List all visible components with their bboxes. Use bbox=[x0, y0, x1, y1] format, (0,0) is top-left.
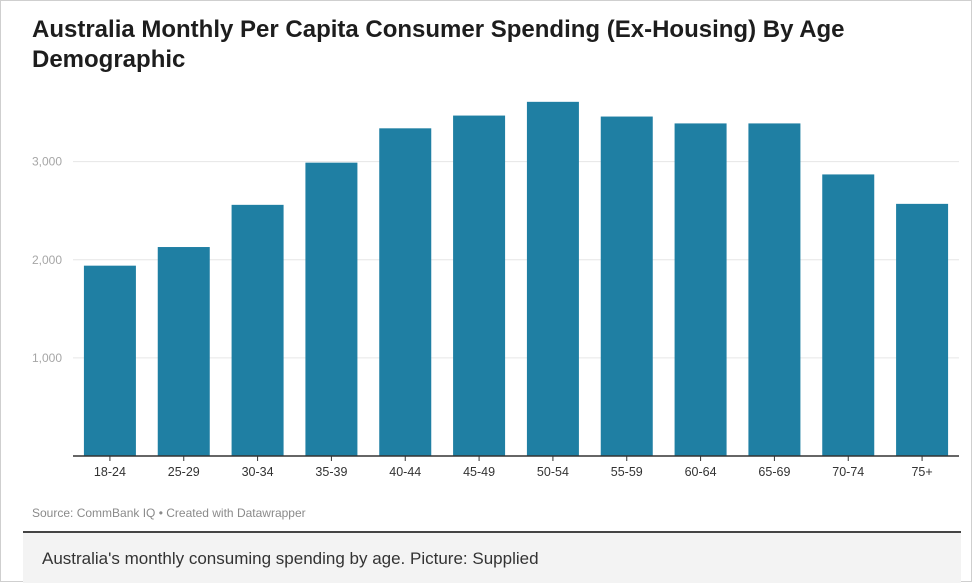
x-tick-label: 65-69 bbox=[758, 465, 790, 479]
bar bbox=[231, 204, 284, 456]
x-tick-label: 45-49 bbox=[463, 465, 495, 479]
x-tick-label: 60-64 bbox=[685, 465, 717, 479]
x-tick-label: 50-54 bbox=[537, 465, 569, 479]
bar bbox=[526, 101, 579, 457]
chart-title: Australia Monthly Per Capita Consumer Sp… bbox=[32, 16, 845, 73]
bar bbox=[379, 128, 432, 456]
axes bbox=[73, 455, 959, 461]
bar bbox=[748, 123, 801, 456]
bar bbox=[600, 116, 653, 456]
x-tick-label: 75+ bbox=[911, 465, 932, 479]
tick-labels: 1,000 2,000 3,000 18-24 25-29 30-34 35-39 40-44… bbox=[32, 155, 933, 479]
x-tick-label: 40-44 bbox=[389, 465, 421, 479]
bar bbox=[157, 247, 210, 456]
x-tick-label: 70-74 bbox=[832, 465, 864, 479]
x-tick-label: 35-39 bbox=[315, 465, 347, 479]
gridlines bbox=[73, 161, 959, 359]
bar bbox=[674, 123, 727, 456]
y-tick-label: 3,000 bbox=[32, 155, 62, 169]
bar bbox=[822, 174, 875, 456]
bar bbox=[305, 162, 358, 457]
x-tick-label: 30-34 bbox=[242, 465, 274, 479]
source-note: Source: CommBank IQ • Created with Dataw… bbox=[32, 506, 306, 520]
image-caption: Australia's monthly consuming spending b… bbox=[42, 549, 539, 568]
x-tick-label: 25-29 bbox=[168, 465, 200, 479]
bar bbox=[896, 203, 949, 456]
x-tick-label: 55-59 bbox=[611, 465, 643, 479]
bar bbox=[83, 265, 136, 456]
bar bbox=[453, 115, 506, 456]
y-tick-label: 1,000 bbox=[32, 351, 62, 365]
bars bbox=[83, 101, 949, 457]
x-tick-label: 18-24 bbox=[94, 465, 126, 479]
bar-chart: 1,000 2,000 3,000 18-24 25-29 30-34 35-39 40-44… bbox=[32, 101, 959, 479]
y-tick-label: 2,000 bbox=[32, 253, 62, 267]
caption-bar: Australia's monthly consuming spending b… bbox=[23, 531, 961, 583]
